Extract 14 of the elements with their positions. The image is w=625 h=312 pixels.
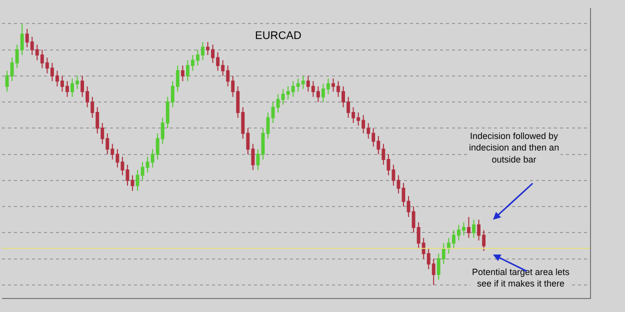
annotation: Indecision followed by indecision and then an outside bar bbox=[469, 131, 560, 164]
candlestick bbox=[467, 216, 470, 238]
text: EURCAD bbox=[255, 30, 302, 42]
candlestick bbox=[261, 128, 265, 160]
candlestick bbox=[271, 102, 275, 124]
candlestick bbox=[256, 148, 260, 170]
candlestick bbox=[180, 64, 184, 82]
candlestick bbox=[130, 174, 134, 192]
candlestick bbox=[266, 112, 270, 140]
candlestick bbox=[472, 219, 476, 238]
candlestick bbox=[402, 182, 406, 208]
candlestick bbox=[136, 169, 140, 192]
annotation: Potential target area lets see if it makes it there bbox=[472, 267, 570, 289]
candlestick bbox=[396, 174, 400, 194]
